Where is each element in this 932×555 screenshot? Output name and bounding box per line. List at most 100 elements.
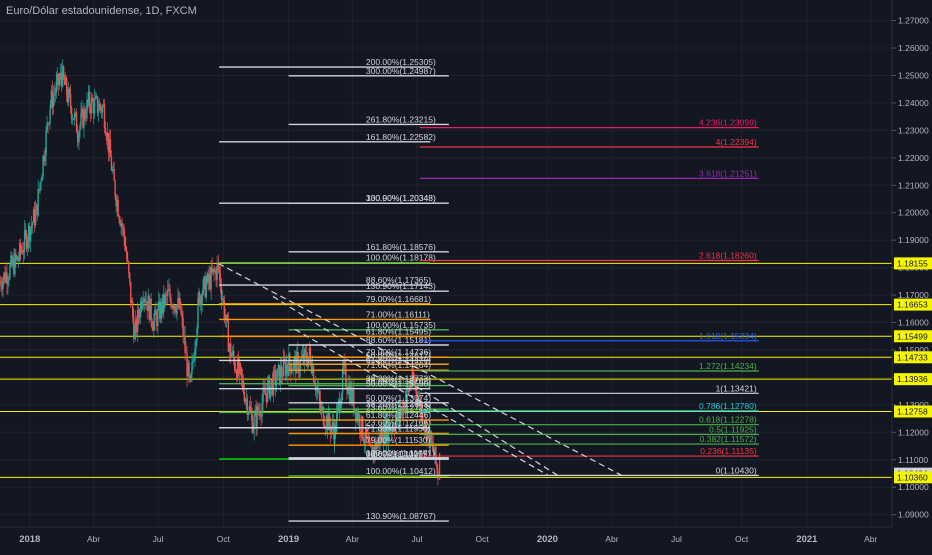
candle-body — [140, 301, 143, 309]
candle-body — [100, 108, 103, 113]
candle-body — [303, 349, 306, 364]
candle-body — [85, 117, 87, 119]
y-axis-label: 1.19000 — [898, 235, 929, 245]
fib-level-label: 38.20%(1.13702) — [366, 376, 431, 386]
candle-body — [233, 359, 236, 370]
candle-body — [367, 438, 369, 440]
candle-body — [71, 118, 74, 120]
candle-body — [22, 249, 25, 254]
candle-body — [421, 409, 424, 426]
candle-body — [146, 301, 148, 311]
fib-extension-label: 2.618(1.18260) — [699, 250, 757, 260]
candle-body — [69, 94, 72, 108]
chart-title: Euro/Dólar estadounidense, 1D, FXCM — [6, 5, 197, 17]
fib-extension-label: 3.618(1.21251) — [699, 168, 757, 178]
candle-body — [241, 376, 244, 381]
candle-body — [125, 246, 127, 251]
candle-body — [14, 253, 16, 275]
candle-body — [89, 107, 92, 113]
candle-body — [345, 364, 347, 386]
candle-body — [381, 429, 383, 440]
fib-extension-label: 0.618(1.12278) — [699, 415, 757, 425]
candle-body — [414, 386, 417, 389]
candle-body — [168, 289, 170, 291]
candle-body — [143, 298, 145, 302]
candle-body — [242, 380, 245, 393]
fib-level-label: 88.60%(1.15181) — [366, 335, 431, 345]
candle-body — [80, 113, 82, 126]
candle-body — [344, 361, 346, 365]
candle-body — [263, 389, 265, 390]
candle-body — [12, 258, 14, 266]
candle-body — [201, 294, 203, 305]
candle-body — [431, 441, 433, 444]
candle-body — [307, 357, 310, 367]
candle-body — [382, 429, 384, 443]
candle-body — [341, 368, 344, 394]
candle-body — [167, 289, 169, 297]
candle-body — [335, 412, 338, 433]
candle-body — [266, 383, 269, 402]
candle-body — [28, 225, 31, 242]
candle-body — [208, 274, 210, 283]
x-axis-panel — [0, 527, 932, 550]
fib-level-label: 161.80%(1.18576) — [366, 242, 436, 252]
price-tag-label: 1.15499 — [897, 331, 928, 341]
candle-body — [316, 388, 319, 392]
y-axis-label: 1.09000 — [898, 510, 929, 520]
fib-level-label: 79.00%(1.14736) — [366, 347, 431, 357]
fib-level-label: 61.80%(1.12446) — [366, 410, 431, 420]
fib-extension-label: 1(1.13421) — [716, 383, 757, 393]
candle-body — [256, 406, 258, 427]
candle-body — [214, 270, 216, 272]
candle-body — [255, 409, 257, 427]
candle-body — [95, 96, 98, 97]
candle-body — [45, 129, 47, 156]
candle-body — [330, 427, 333, 434]
candle-body — [358, 415, 360, 422]
candle-body — [222, 298, 225, 301]
candle-body — [116, 199, 118, 207]
fib-level-label: 300.00%(1.24987) — [366, 66, 436, 76]
candle-body — [2, 279, 4, 290]
candle-body — [199, 296, 201, 305]
candle-body — [239, 363, 242, 368]
y-axis-panel — [892, 0, 932, 550]
candle-body — [269, 385, 272, 398]
candle-body — [430, 431, 432, 442]
candle-body — [156, 314, 158, 326]
candle-body — [264, 389, 266, 395]
candle-body — [50, 90, 53, 105]
candle-body — [185, 352, 187, 354]
candle-body — [221, 298, 224, 300]
candle-body — [82, 109, 84, 128]
candle-body — [317, 391, 320, 392]
y-axis-label: 1.27000 — [898, 16, 929, 26]
x-axis-label: Abr — [864, 534, 877, 544]
candle-body — [19, 243, 21, 260]
candle-body — [433, 452, 435, 456]
trend-line — [294, 328, 548, 476]
candle-body — [204, 276, 206, 298]
candle-body — [209, 274, 211, 290]
candle-body — [296, 351, 298, 374]
candle-body — [109, 139, 112, 157]
fib-level-label: 100.00%(1.15735) — [366, 320, 436, 330]
fib-extension-label: 0.5(1.11925) — [709, 424, 757, 434]
fib-level-label: 161.80%(1.22582) — [366, 132, 436, 142]
candle-body — [244, 399, 247, 402]
price-tag-label: 1.18155 — [897, 258, 928, 268]
candle-body — [284, 362, 287, 376]
y-axis-label: 1.10000 — [898, 482, 929, 492]
candle-body — [121, 223, 123, 228]
price-tag-label: 1.14733 — [897, 352, 928, 362]
candle-body — [415, 388, 418, 399]
candle-body — [277, 364, 280, 369]
fib-extension-label: 1.272(1.14234) — [699, 361, 757, 371]
y-axis-label: 1.22000 — [898, 153, 929, 163]
candle-body — [197, 298, 199, 329]
candle-body — [272, 370, 275, 395]
candle-body — [44, 155, 46, 161]
price-tag — [894, 298, 932, 311]
candle-body — [134, 331, 136, 339]
